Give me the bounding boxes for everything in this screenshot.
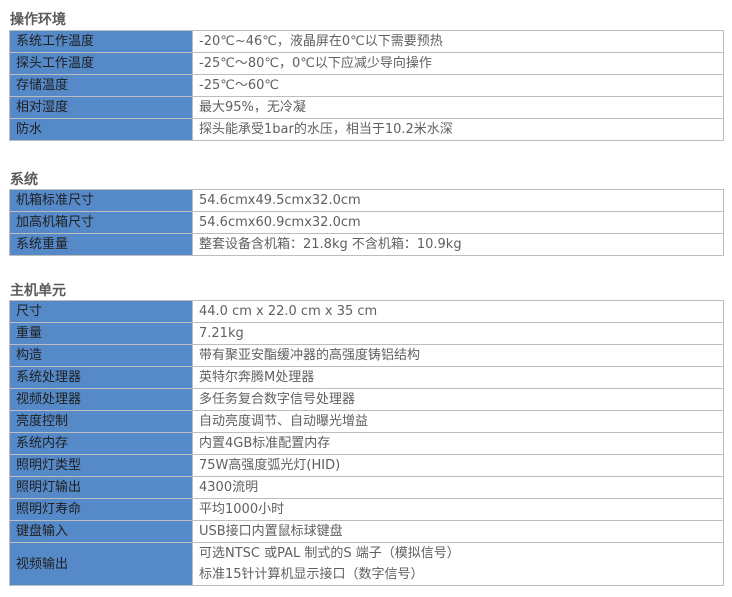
table-row: 系统内存 内置4GB标准配置内存 — [9, 432, 724, 455]
table-row: 视频输出 可选NTSC 或PAL 制式的S 端子（模拟信号） 标准15针计算机显示接… — [9, 542, 724, 586]
row-label: 系统处理器 — [9, 366, 193, 389]
row-value: -25℃～60℃ — [192, 74, 724, 97]
row-label: 存储温度 — [9, 74, 193, 97]
row-label: 视频输出 — [9, 542, 193, 586]
row-value: 探头能承受1bar的水压，相当于10.2米水深 — [192, 118, 724, 141]
main-unit-table: 尺寸 44.0 cm x 22.0 cm x 35 cm 重量 7.21kg 构造 带有聚… — [9, 300, 724, 586]
row-label: 键盘输入 — [9, 520, 193, 543]
row-value: -20℃~46℃，液晶屏在0℃以下需要预热 — [192, 30, 724, 53]
row-value: -25℃～80℃，0℃以下应减少导向操作 — [192, 52, 724, 75]
table-row: 照明灯输出 4300流明 — [9, 476, 724, 499]
row-label: 相对湿度 — [9, 96, 193, 119]
table-row: 加高机箱尺寸 54.6cmx60.9cmx32.0cm — [9, 211, 724, 234]
row-label: 机箱标准尺寸 — [9, 189, 193, 212]
row-label: 照明灯类型 — [9, 454, 193, 477]
row-value: 7.21kg — [192, 322, 724, 345]
table-row: 探头工作温度 -25℃～80℃，0℃以下应减少导向操作 — [9, 52, 724, 75]
row-label: 照明灯寿命 — [9, 498, 193, 521]
row-value: 平均1000小时 — [192, 498, 724, 521]
table-row: 尺寸 44.0 cm x 22.0 cm x 35 cm — [9, 300, 724, 323]
table-row: 键盘输入 USB接口内置鼠标球键盘 — [9, 520, 724, 543]
row-value: USB接口内置鼠标球键盘 — [192, 520, 724, 543]
table-row: 系统工作温度 -20℃~46℃，液晶屏在0℃以下需要预热 — [9, 30, 724, 53]
row-label: 构造 — [9, 344, 193, 367]
table-row: 构造 带有聚亚安酯缓冲器的高强度铸铝结构 — [9, 344, 724, 367]
row-label: 系统工作温度 — [9, 30, 193, 53]
row-label: 亮度控制 — [9, 410, 193, 433]
row-value: 54.6cmx60.9cmx32.0cm — [192, 211, 724, 234]
row-label: 加高机箱尺寸 — [9, 211, 193, 234]
table-row: 照明灯寿命 平均1000小时 — [9, 498, 724, 521]
section-title-main-unit: 主机单元 — [10, 283, 66, 299]
row-value: 多任务复合数字信号处理器 — [192, 388, 724, 411]
row-label: 系统重量 — [9, 233, 193, 256]
section-title-operating-environment: 操作环境 — [10, 12, 66, 28]
row-value: 英特尔奔腾M处理器 — [192, 366, 724, 389]
table-row: 机箱标准尺寸 54.6cmx49.5cmx32.0cm — [9, 189, 724, 212]
row-label: 尺寸 — [9, 300, 193, 323]
row-label: 照明灯输出 — [9, 476, 193, 499]
table-row: 系统处理器 英特尔奔腾M处理器 — [9, 366, 724, 389]
row-value: 自动亮度调节、自动曝光增益 — [192, 410, 724, 433]
row-label: 探头工作温度 — [9, 52, 193, 75]
row-value: 75W高强度弧光灯(HID) — [192, 454, 724, 477]
row-label: 视频处理器 — [9, 388, 193, 411]
system-table: 机箱标准尺寸 54.6cmx49.5cmx32.0cm 加高机箱尺寸 54.6cmx6… — [9, 189, 724, 256]
row-label: 防水 — [9, 118, 193, 141]
row-value: 最大95%，无冷凝 — [192, 96, 724, 119]
row-label: 重量 — [9, 322, 193, 345]
row-value: 4300流明 — [192, 476, 724, 499]
operating-environment-table: 系统工作温度 -20℃~46℃，液晶屏在0℃以下需要预热 探头工作温度 -25℃～80… — [9, 30, 724, 141]
table-row: 亮度控制 自动亮度调节、自动曝光增益 — [9, 410, 724, 433]
row-value: 44.0 cm x 22.0 cm x 35 cm — [192, 300, 724, 323]
table-row: 存储温度 -25℃～60℃ — [9, 74, 724, 97]
table-row: 系统重量 整套设备含机箱：21.8kg 不含机箱：10.9kg — [9, 233, 724, 256]
table-row: 重量 7.21kg — [9, 322, 724, 345]
table-row: 相对湿度 最大95%，无冷凝 — [9, 96, 724, 119]
table-row: 防水 探头能承受1bar的水压，相当于10.2米水深 — [9, 118, 724, 141]
row-value: 整套设备含机箱：21.8kg 不含机箱：10.9kg — [192, 233, 724, 256]
row-value: 可选NTSC 或PAL 制式的S 端子（模拟信号） 标准15针计算机显示接口（数字… — [192, 542, 724, 586]
row-value-line: 标准15针计算机显示接口（数字信号） — [199, 567, 424, 582]
section-title-system: 系统 — [10, 172, 38, 188]
table-row: 视频处理器 多任务复合数字信号处理器 — [9, 388, 724, 411]
row-label: 系统内存 — [9, 432, 193, 455]
row-value-line: 可选NTSC 或PAL 制式的S 端子（模拟信号） — [199, 546, 460, 561]
row-value: 54.6cmx49.5cmx32.0cm — [192, 189, 724, 212]
table-row: 照明灯类型 75W高强度弧光灯(HID) — [9, 454, 724, 477]
row-value: 带有聚亚安酯缓冲器的高强度铸铝结构 — [192, 344, 724, 367]
row-value: 内置4GB标准配置内存 — [192, 432, 724, 455]
